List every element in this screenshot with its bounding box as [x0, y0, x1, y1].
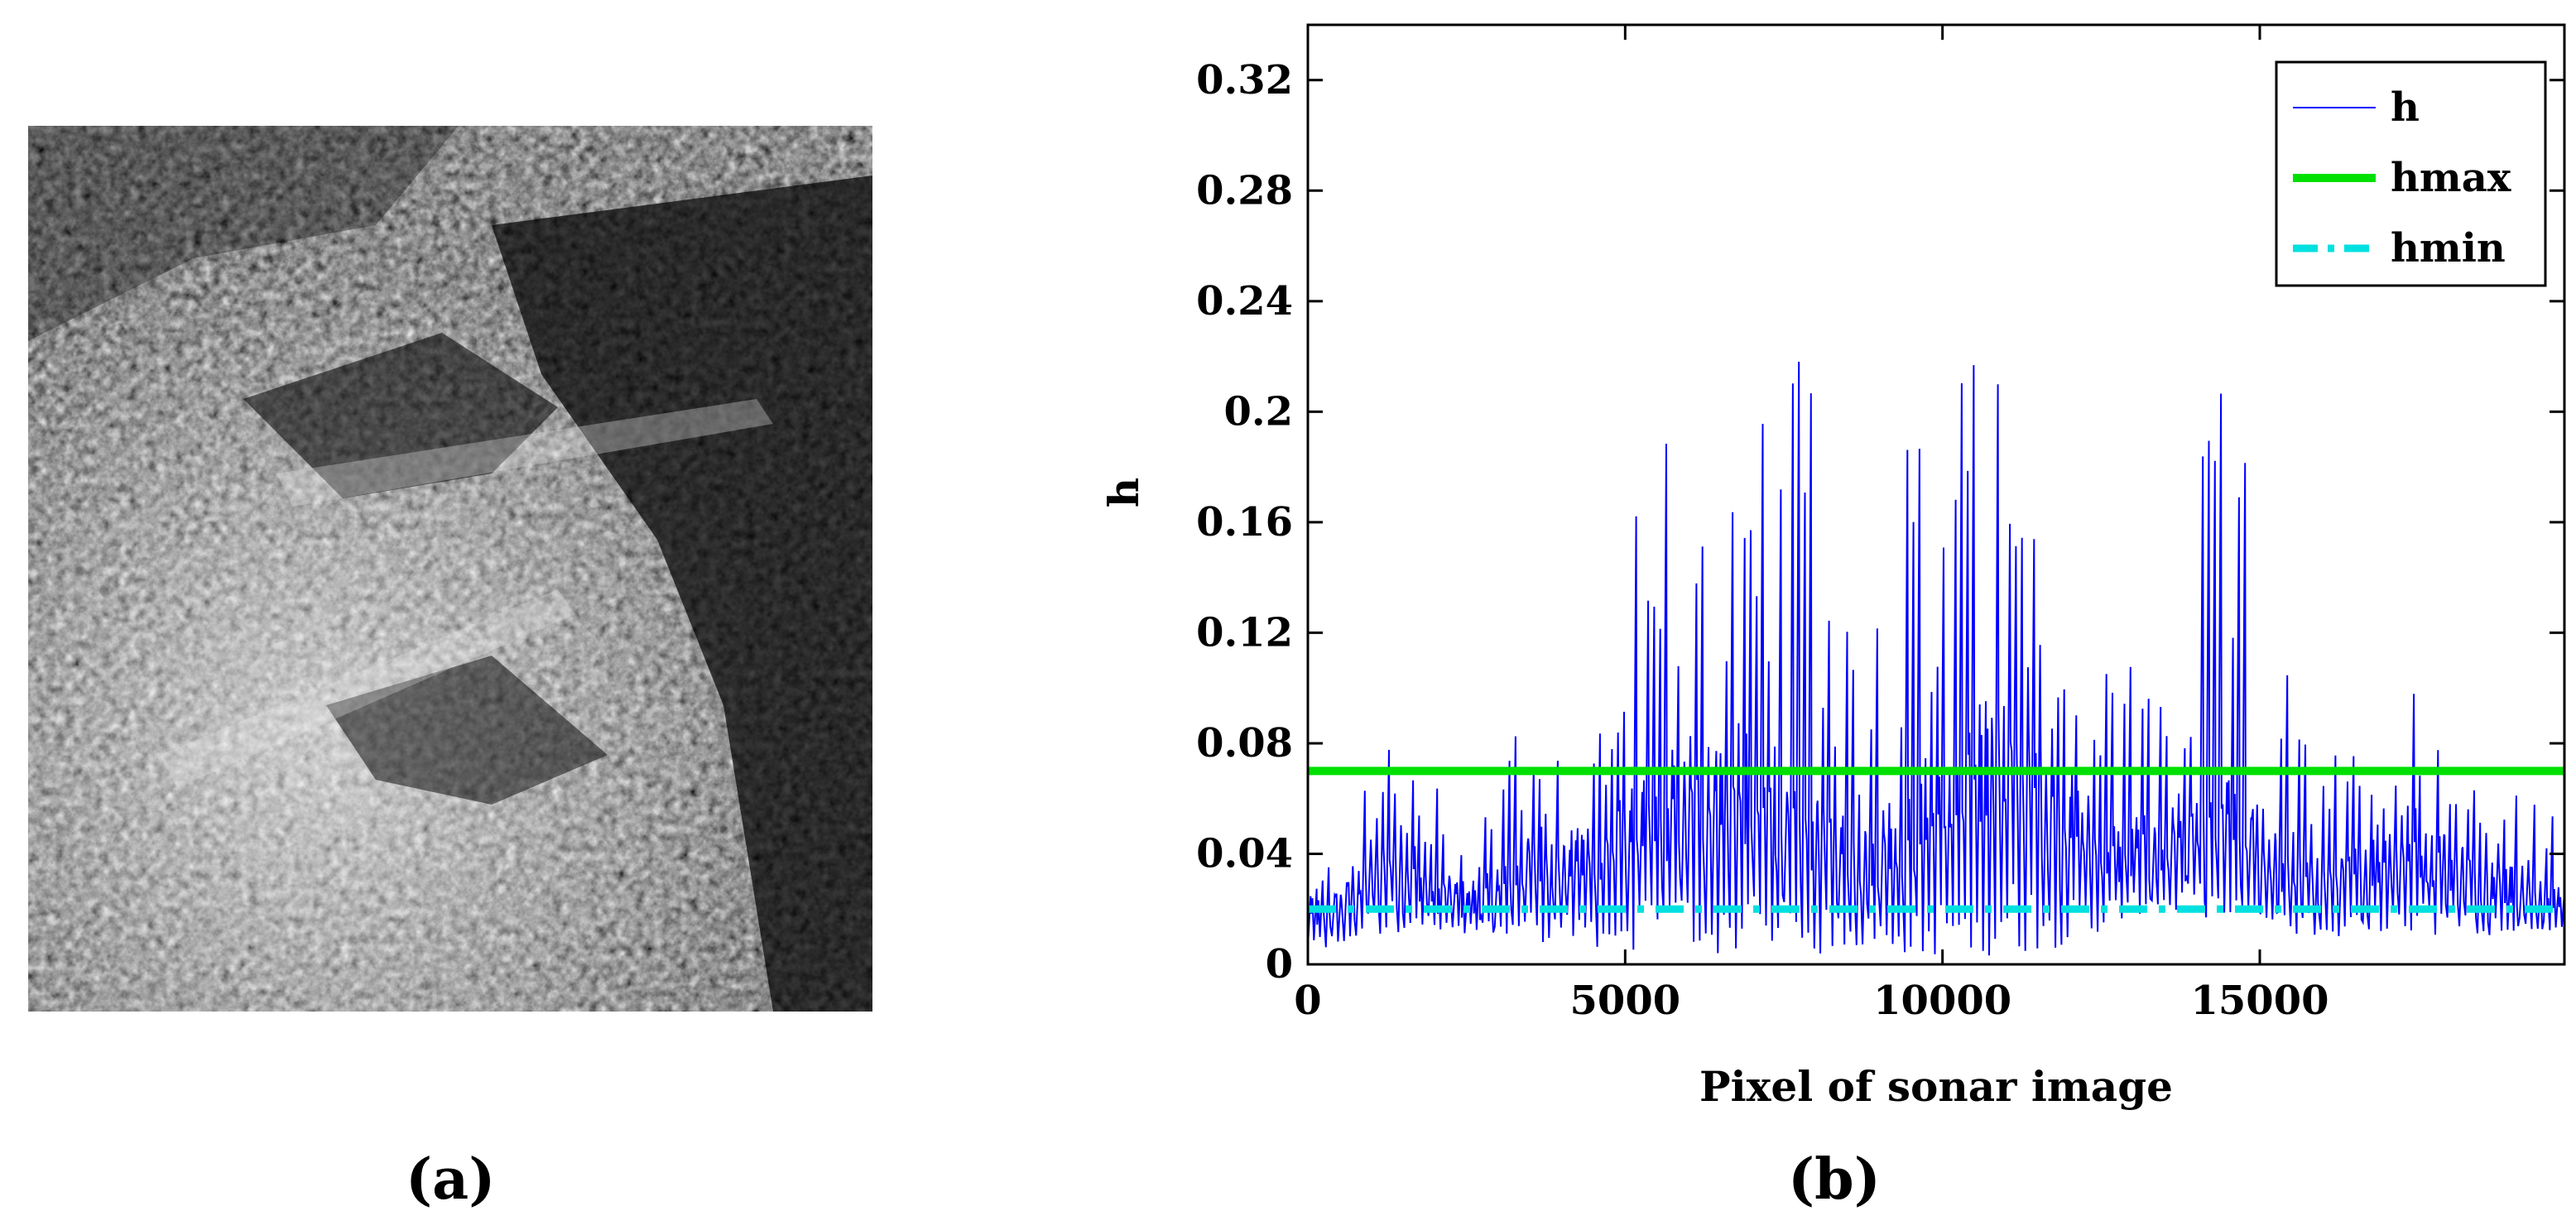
- y-tick-label: 0.16: [1196, 499, 1293, 546]
- y-tick-label: 0.12: [1196, 609, 1293, 656]
- plot-frame: [1306, 23, 2566, 966]
- caption-b: (b): [1788, 1146, 1881, 1213]
- y-tick-label: 0: [1266, 941, 1293, 988]
- x-tick-label: 15000: [2191, 978, 2329, 1024]
- x-tick-label: 0: [1294, 978, 1321, 1024]
- series-h-line: [1308, 361, 2564, 956]
- legend: h hmax hmin: [2275, 60, 2547, 287]
- sonar-image: [28, 126, 872, 1012]
- y-tick-label: 0.04: [1196, 830, 1293, 877]
- caption-a: (a): [406, 1146, 496, 1213]
- x-axis: 0 5000 10000 15000: [1294, 25, 2329, 1024]
- x-tick-label: 10000: [1873, 978, 2011, 1024]
- y-tick-label: 0.2: [1223, 388, 1293, 435]
- y-tick-label: 0.28: [1196, 167, 1293, 214]
- legend-label-hmin: hmin: [2391, 225, 2506, 272]
- legend-label-h: h: [2391, 84, 2420, 131]
- legend-label-hmax: hmax: [2391, 155, 2511, 201]
- y-tick-label: 0.24: [1196, 278, 1293, 324]
- y-tick-label: 0.08: [1196, 720, 1293, 767]
- y-axis: 0 0.04 0.08 0.12 0.16 0.2 0.24 0.28 0.32: [1196, 57, 2564, 988]
- plot-area: [1308, 361, 2564, 956]
- x-axis-label: Pixel of sonar image: [1699, 1062, 2173, 1111]
- x-tick-label: 5000: [1570, 978, 1681, 1024]
- y-axis-label: h: [1099, 478, 1148, 507]
- y-tick-label: 0.32: [1196, 57, 1293, 103]
